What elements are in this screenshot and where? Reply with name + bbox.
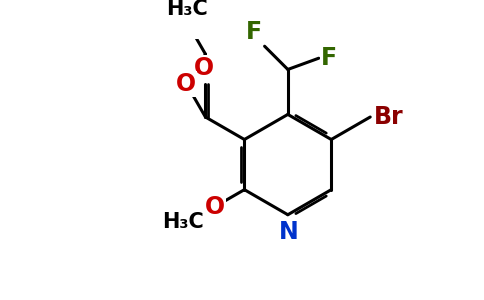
Text: O: O — [194, 56, 214, 80]
Text: N: N — [279, 220, 299, 244]
Text: H₃C: H₃C — [163, 212, 204, 232]
Text: H₃C: H₃C — [166, 0, 208, 19]
Text: F: F — [321, 46, 337, 70]
Text: O: O — [204, 195, 225, 219]
Text: O: O — [176, 72, 196, 96]
Text: F: F — [246, 20, 262, 44]
Text: Br: Br — [374, 105, 403, 129]
